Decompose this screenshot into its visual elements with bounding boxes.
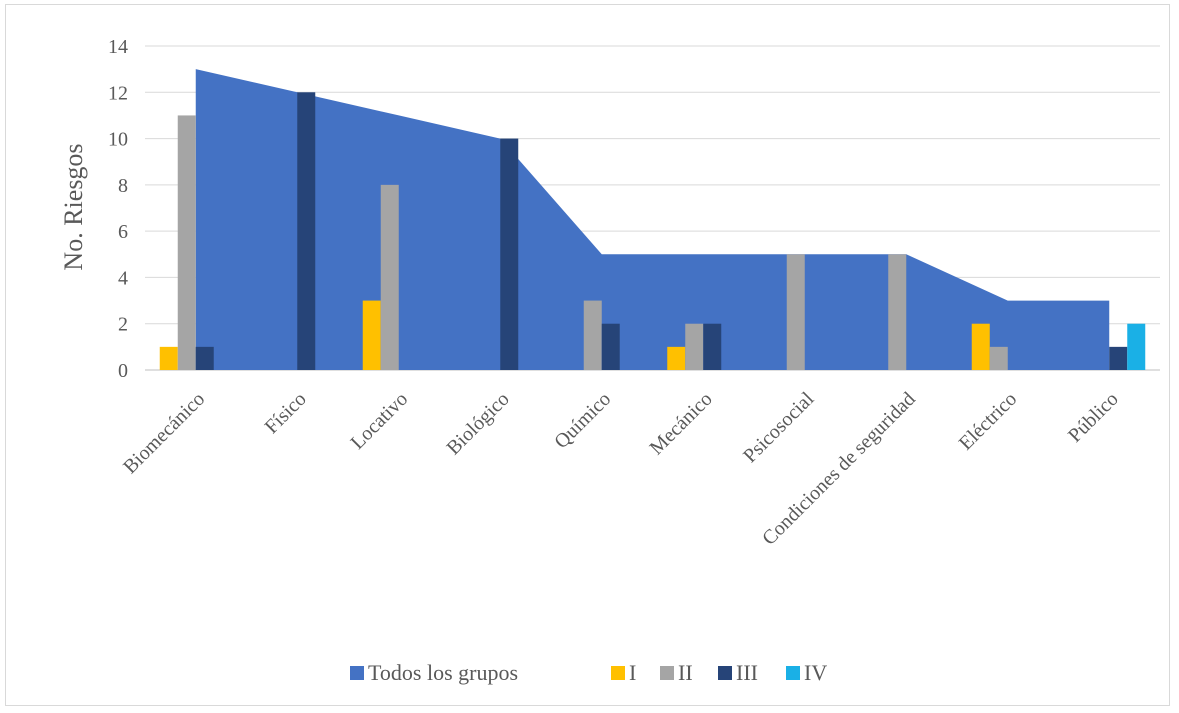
legend-label: I <box>629 660 636 685</box>
legend-label: III <box>736 660 758 685</box>
legend-label: IV <box>804 660 827 685</box>
legend-swatch <box>611 666 625 680</box>
y-tick-label: 6 <box>118 221 128 243</box>
y-axis-ticks: 0 2 4 6 8 10 12 14 <box>108 36 128 382</box>
x-tick-label: Biomecánico <box>119 388 209 478</box>
y-tick-label: 14 <box>108 36 128 58</box>
bar-ii-7 <box>888 254 907 370</box>
bar-ii-4 <box>583 300 602 370</box>
x-tick-label: Mecánico <box>645 388 716 459</box>
y-tick-label: 2 <box>118 314 128 336</box>
legend: Todos los grupos I II III IV <box>350 660 827 685</box>
y-tick-label: 12 <box>108 82 128 104</box>
bar-ii-8 <box>989 346 1008 370</box>
legend-swatch <box>786 666 800 680</box>
legend-label: II <box>678 660 693 685</box>
y-tick-label: 4 <box>118 267 128 289</box>
bar-i-5 <box>667 346 686 370</box>
x-tick-label: Público <box>1064 388 1123 447</box>
bar-ii-0 <box>177 115 196 370</box>
bar-ii-6 <box>786 254 805 370</box>
bar-iv-9 <box>1127 323 1146 370</box>
bar-iii-0 <box>195 346 214 370</box>
bars-layer <box>159 92 1146 371</box>
y-tick-label: 0 <box>118 360 128 382</box>
legend-swatch <box>718 666 732 680</box>
bar-iii-5 <box>703 323 722 370</box>
bar-ii-2 <box>380 184 399 370</box>
bar-i-8 <box>971 323 990 370</box>
area-series-todos-los-grupos <box>195 69 1110 371</box>
bar-ii-5 <box>685 323 704 370</box>
bar-i-0 <box>159 346 178 370</box>
area-layer <box>195 69 1110 371</box>
x-tick-label: Físico <box>261 388 311 438</box>
legend-swatch <box>660 666 674 680</box>
bar-i-2 <box>362 300 381 370</box>
x-tick-label: Locativo <box>346 388 412 454</box>
x-tick-label: Eléctrico <box>955 388 1022 455</box>
x-tick-label: Psicosocial <box>739 388 819 468</box>
bar-iii-9 <box>1109 346 1128 370</box>
x-tick-label: Químico <box>550 388 615 453</box>
y-tick-label: 8 <box>118 175 128 197</box>
bar-iii-1 <box>297 92 316 371</box>
y-tick-label: 10 <box>108 129 128 151</box>
bar-iii-4 <box>601 323 620 370</box>
x-axis-ticks: Biomecánico Físico Locativo Biológico Químic… <box>119 388 1123 550</box>
legend-swatch <box>350 666 364 680</box>
legend-label: Todos los grupos <box>368 660 518 685</box>
bar-iii-3 <box>500 138 519 370</box>
y-axis-label: No. Riesgos <box>59 143 88 270</box>
x-tick-label: Biológico <box>442 388 513 459</box>
